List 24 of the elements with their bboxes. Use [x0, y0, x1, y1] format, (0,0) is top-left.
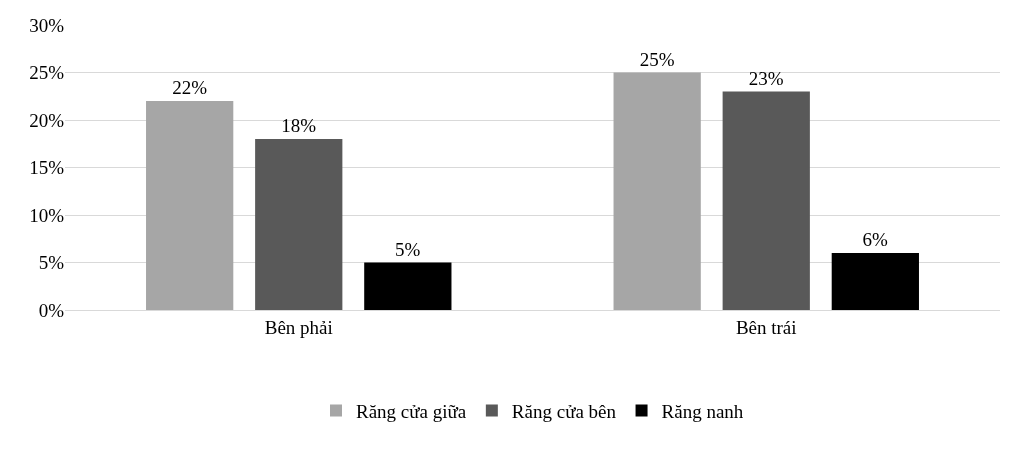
y-tick-label: 20% [29, 109, 65, 131]
bar [613, 72, 701, 310]
y-tick-label: 15% [29, 157, 65, 179]
data-label: 22% [172, 77, 208, 98]
y-tick-label: 0% [38, 299, 65, 321]
x-tick-label: Bên trái [735, 316, 797, 338]
data-label: 23% [748, 67, 784, 89]
y-tick-label: 5% [38, 252, 65, 274]
y-tick-label: 10% [29, 204, 65, 226]
bar [146, 101, 234, 310]
data-label: 25% [639, 48, 675, 70]
bar [722, 91, 810, 310]
data-label: 18% [281, 115, 317, 136]
x-tick-label: Bên phải [264, 316, 333, 338]
bar [364, 262, 452, 310]
bar [255, 139, 343, 310]
data-label: 5% [395, 238, 421, 260]
y-tick-label: 30% [29, 14, 65, 36]
legend-label: Răng cửa giữa [356, 400, 467, 422]
y-tick-label: 25% [29, 62, 65, 84]
bar [831, 253, 919, 310]
legend-label: Răng cửa bên [511, 400, 617, 422]
data-label: 6% [862, 229, 889, 250]
legend-label: Răng nanh [661, 400, 744, 422]
